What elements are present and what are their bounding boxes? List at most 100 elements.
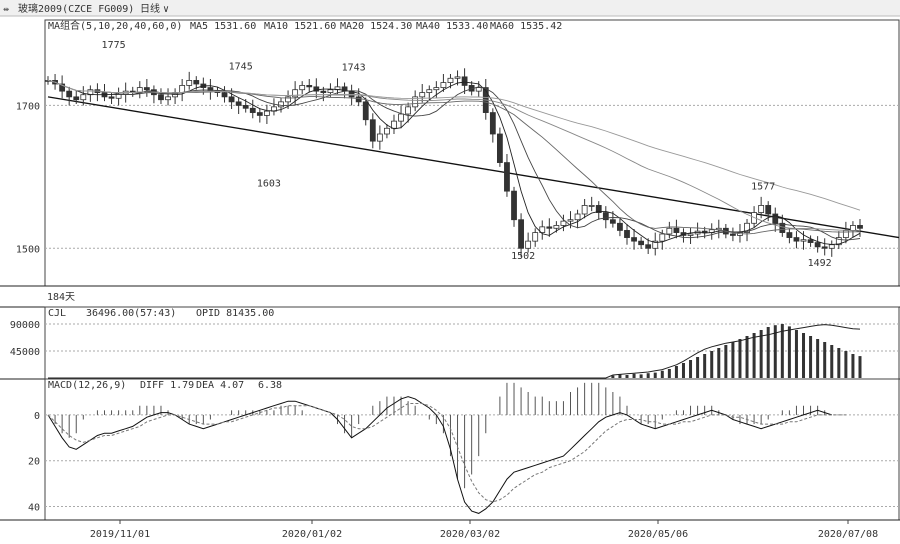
svg-text:36496.00(57:43): 36496.00(57:43) xyxy=(86,308,176,319)
volume-bar xyxy=(717,348,721,378)
candle xyxy=(405,106,412,115)
macd-tick-label: 20 xyxy=(28,457,40,468)
candle xyxy=(560,220,567,226)
volume-bar xyxy=(653,372,657,378)
volume-bar xyxy=(745,336,749,378)
candle xyxy=(793,237,800,242)
candle xyxy=(384,127,390,135)
period-selector[interactable]: 日线 xyxy=(140,2,160,15)
volume-bar xyxy=(787,326,791,378)
candle xyxy=(165,96,171,101)
svg-text:CJL: CJL xyxy=(48,308,66,319)
candle xyxy=(158,94,164,101)
price-panel xyxy=(44,19,900,287)
macd-tick-label: 40 xyxy=(28,503,40,514)
candle xyxy=(489,112,496,135)
x-tick-label: 2020/03/02 xyxy=(440,529,500,540)
volume-bar xyxy=(759,330,763,378)
volume-bar xyxy=(724,345,728,378)
volume-bar xyxy=(667,369,671,378)
volume-bar xyxy=(710,351,714,378)
svg-text:MA5 1531.60: MA5 1531.60 xyxy=(190,21,256,32)
volume-bar xyxy=(830,345,834,378)
candle xyxy=(179,85,186,93)
volume-bar xyxy=(794,330,798,378)
price-annotation: 1745 xyxy=(229,61,253,72)
candle xyxy=(638,240,645,246)
candle xyxy=(313,86,320,92)
candle xyxy=(447,77,454,83)
volume-bar xyxy=(773,325,777,378)
candle xyxy=(66,90,73,98)
svg-text:MA组合(5,10,20,40,60,0): MA组合(5,10,20,40,60,0) xyxy=(48,19,182,32)
volume-plot: 90000 45000 xyxy=(10,320,899,379)
candle xyxy=(496,133,503,163)
candle xyxy=(730,233,736,236)
candle xyxy=(419,92,426,98)
x-tick-label: 2019/11/01 xyxy=(90,529,150,540)
ma-legend: MA组合(5,10,20,40,60,0) MA5 1531.60 MA10 1… xyxy=(48,19,562,32)
volume-bar xyxy=(646,373,650,378)
dea-line xyxy=(47,403,846,503)
candle xyxy=(59,83,66,92)
candle xyxy=(306,85,313,88)
candle xyxy=(842,230,849,238)
days-label: 184天 xyxy=(47,292,75,303)
volume-bar xyxy=(738,339,742,378)
candle xyxy=(539,226,546,233)
candle xyxy=(369,119,376,142)
candle xyxy=(518,219,524,249)
volume-bar xyxy=(752,333,756,378)
candle xyxy=(108,96,115,99)
candle xyxy=(193,80,200,85)
candle xyxy=(744,222,750,233)
x-tick-label: 2020/07/08 xyxy=(818,529,878,540)
svg-text:MACD(12,26,9): MACD(12,26,9) xyxy=(48,380,126,391)
candle xyxy=(362,101,369,121)
volume-legend: CJL 36496.00(57:43) OPID 81435.00 xyxy=(48,308,274,319)
chevron-down-icon[interactable]: ∨ xyxy=(163,4,169,15)
candle xyxy=(609,219,616,224)
candle xyxy=(242,105,249,109)
volume-bar xyxy=(816,339,820,378)
x-axis: 2019/11/01 2020/01/02 2020/03/02 2020/05/06… xyxy=(90,520,878,540)
volume-bar xyxy=(823,342,827,378)
price-tick-label: 1700 xyxy=(16,101,40,112)
price-annotation: 1502 xyxy=(511,251,535,262)
candle xyxy=(73,96,80,101)
candle xyxy=(263,110,270,116)
candle xyxy=(454,76,461,79)
candle xyxy=(292,89,299,98)
volume-bar xyxy=(731,342,735,378)
price-tick-label: 1500 xyxy=(16,244,40,255)
svg-text:OPID 81435.00: OPID 81435.00 xyxy=(196,308,274,319)
macd-tick-label: 0 xyxy=(34,411,40,422)
volume-bar xyxy=(809,336,813,378)
svg-text:6.38: 6.38 xyxy=(258,380,282,391)
symbol-title[interactable]: 玻璃2009(CZCE FG009) xyxy=(18,2,134,15)
candle xyxy=(779,222,786,233)
volume-bar xyxy=(851,354,855,378)
ma-line-ma40 xyxy=(47,79,861,232)
candle xyxy=(659,233,666,242)
volume-bar xyxy=(696,357,700,378)
candle xyxy=(595,205,602,213)
ma-line-ma10 xyxy=(47,79,861,241)
price-annotation: 1577 xyxy=(751,181,775,192)
volume-bar xyxy=(844,351,848,378)
candle xyxy=(412,96,419,108)
candle xyxy=(80,94,87,101)
volume-tick-label: 90000 xyxy=(10,320,40,331)
candle xyxy=(828,244,835,249)
candle xyxy=(278,101,284,108)
candle xyxy=(355,96,362,103)
candle xyxy=(249,107,256,113)
candle xyxy=(327,89,334,93)
candle xyxy=(581,205,588,215)
candle xyxy=(433,87,440,91)
volume-bar xyxy=(639,374,643,378)
candle xyxy=(504,162,510,192)
x-tick-label: 2020/01/02 xyxy=(282,529,342,540)
candle xyxy=(475,87,482,92)
